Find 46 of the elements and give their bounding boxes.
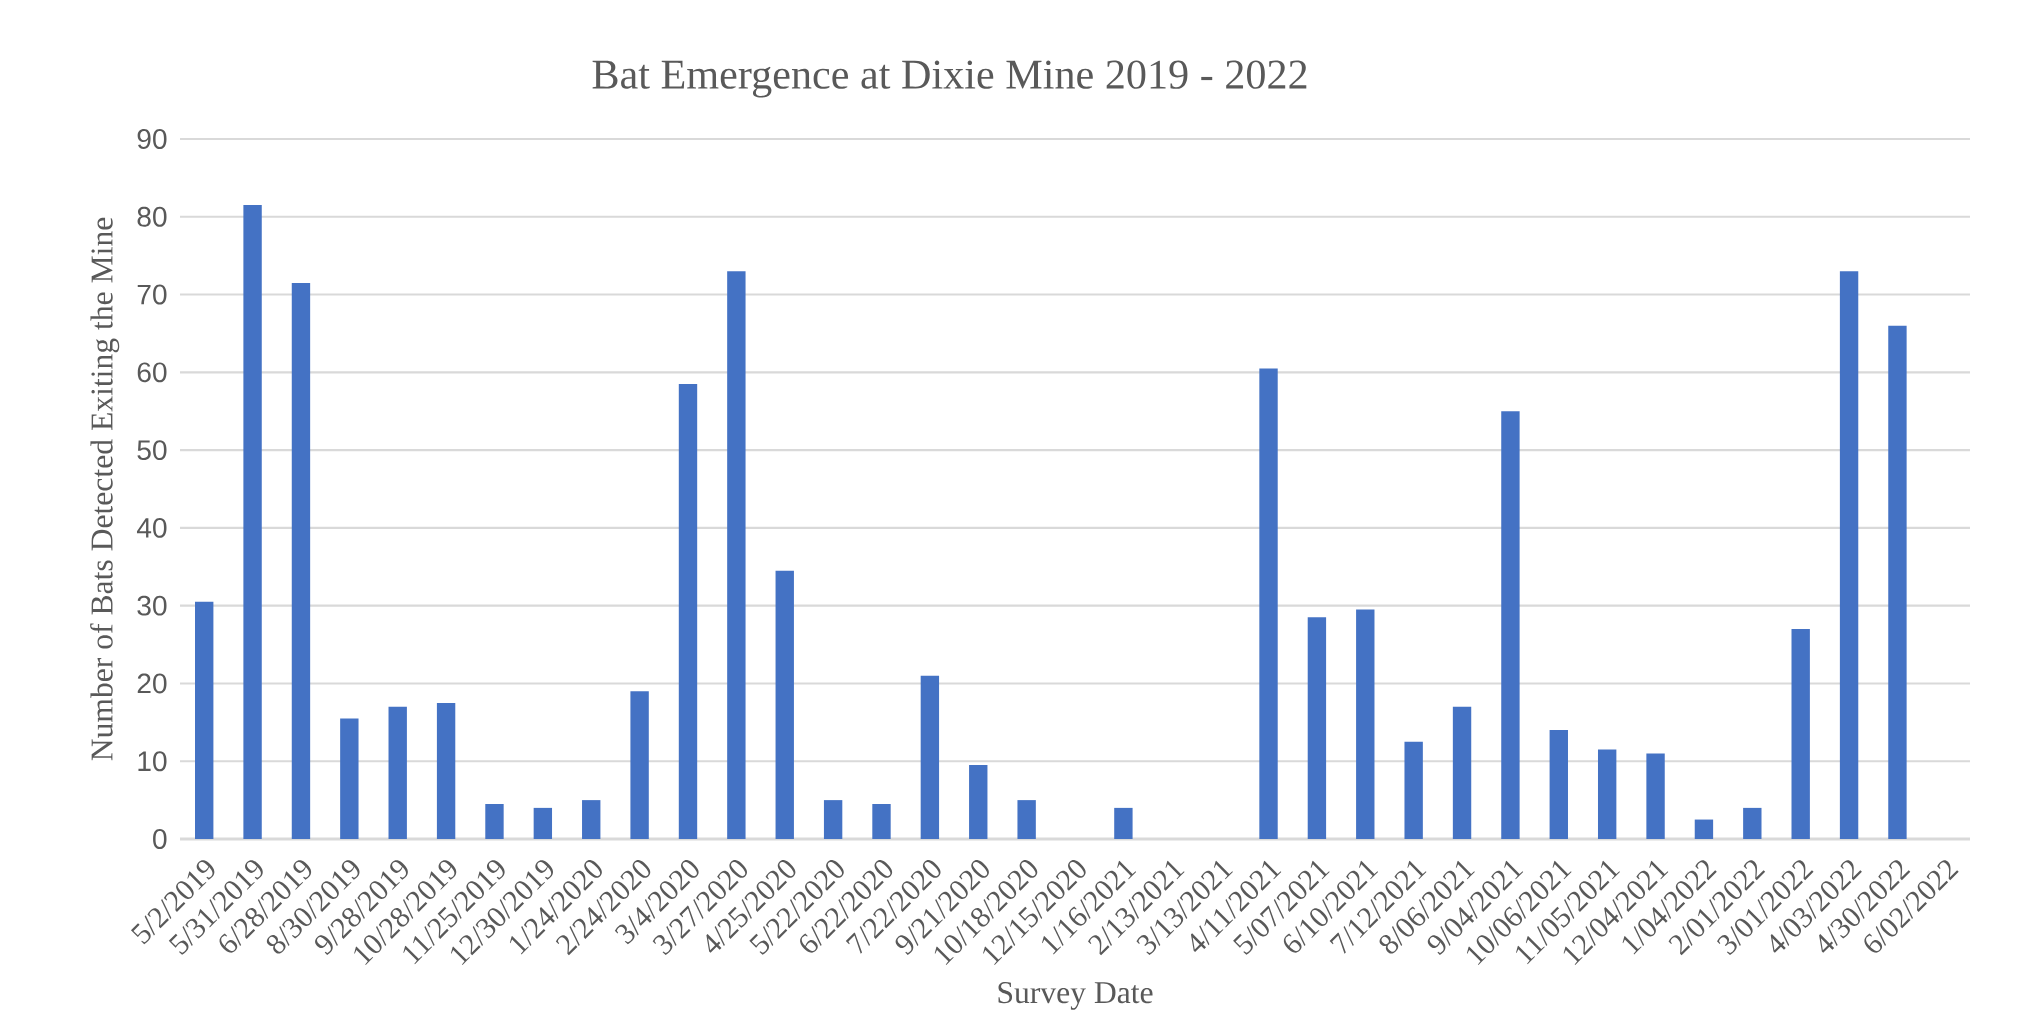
bar (582, 800, 601, 839)
bar (823, 800, 843, 839)
bar (775, 570, 794, 839)
y-tick-label: 0 (153, 829, 167, 849)
bar (243, 205, 262, 839)
bar (533, 807, 553, 839)
y-tick-label: 10 (138, 751, 167, 772)
bar (1791, 629, 1810, 839)
bar (1888, 325, 1907, 839)
bar (1549, 730, 1568, 839)
bar (1839, 271, 1859, 839)
bar (1694, 819, 1714, 839)
bar (436, 702, 456, 839)
y-tick-label: 70 (137, 284, 167, 305)
bar (1017, 800, 1036, 839)
bar (1501, 411, 1520, 839)
bar (1597, 749, 1617, 839)
bar (291, 282, 311, 839)
bar (1356, 609, 1375, 839)
y-tick-label: 20 (137, 673, 167, 694)
y-tick-label: 40 (136, 517, 167, 538)
bar (1259, 368, 1278, 839)
chart-title: Bat Emergence at Dixie Mine 2019 - 2022 (592, 60, 1307, 98)
bar (1743, 807, 1762, 839)
bar (1404, 741, 1423, 839)
bar (1452, 706, 1472, 839)
bar (920, 675, 940, 839)
bar (727, 271, 746, 839)
bar (969, 765, 988, 839)
x-axis-title: Survey Date (998, 981, 1153, 1010)
y-tick-label: 50 (137, 440, 167, 461)
bar (1114, 807, 1133, 839)
bar (630, 691, 649, 839)
y-axis-title: Number of Bats Detected Exiting the Mine (90, 217, 120, 761)
bar (872, 804, 891, 839)
bar (388, 706, 407, 839)
y-tick-label: 30 (137, 595, 167, 616)
bar (1646, 753, 1665, 839)
bar (678, 384, 698, 839)
bar (1307, 617, 1327, 839)
y-tick-label: 60 (137, 362, 167, 383)
bar (340, 718, 359, 839)
y-tick-label: 90 (137, 129, 167, 149)
y-tick-label: 80 (137, 206, 167, 227)
bar (485, 804, 504, 839)
bar (195, 601, 214, 839)
